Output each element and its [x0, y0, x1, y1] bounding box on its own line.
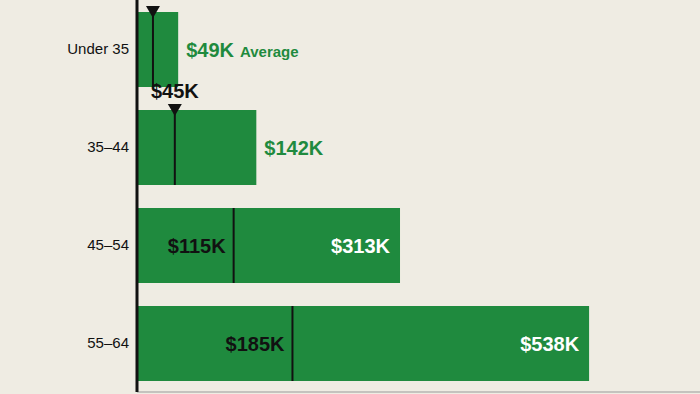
svg-text:$142K: $142K: [264, 137, 323, 159]
svg-text:$115K: $115K: [168, 235, 226, 257]
svg-text:$538K: $538K: [520, 333, 579, 355]
svg-text:45–54: 45–54: [87, 236, 129, 253]
svg-text:55–64: 55–64: [87, 334, 129, 351]
svg-text:Under 35: Under 35: [67, 40, 129, 57]
svg-text:35–44: 35–44: [87, 138, 129, 155]
svg-text:$313K: $313K: [331, 235, 390, 257]
svg-text:$185K: $185K: [226, 333, 285, 355]
svg-text:$49KAverage: $49KAverage: [186, 39, 298, 61]
svg-text:$45K: $45K: [151, 80, 199, 102]
